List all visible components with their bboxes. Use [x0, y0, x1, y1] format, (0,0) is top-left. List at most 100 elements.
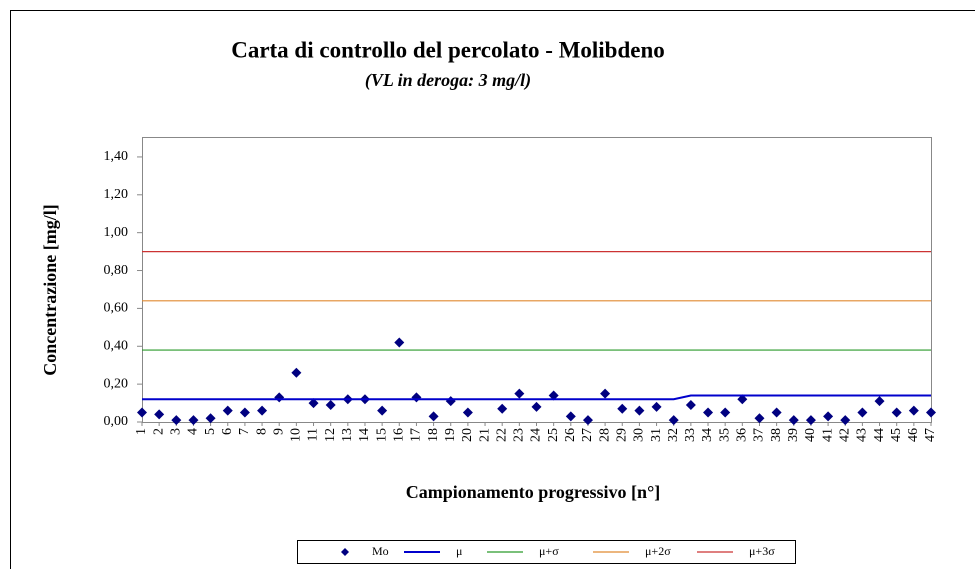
- x-tick-label: 27: [580, 428, 595, 442]
- x-tick-label: 47: [923, 428, 938, 442]
- y-tick-label: 1,40: [104, 149, 129, 164]
- x-tick-label: 42: [837, 428, 852, 442]
- data-point: [582, 415, 593, 426]
- data-point: [188, 415, 199, 426]
- y-tick-label: 1,00: [104, 225, 129, 240]
- chart-title: Carta di controllo del percolato - Molib…: [231, 37, 665, 62]
- x-tick-label: 32: [666, 428, 681, 442]
- data-point: [548, 390, 559, 401]
- data-point: [428, 411, 439, 422]
- data-point: [908, 405, 919, 416]
- x-tick-label: 3: [169, 428, 184, 435]
- x-tick-label: 7: [237, 428, 252, 435]
- x-tick-label: 11: [306, 428, 321, 441]
- x-tick-label: 37: [752, 428, 767, 442]
- y-tick-label: 1,20: [104, 187, 129, 202]
- x-tick-label: 21: [477, 428, 492, 442]
- data-point: [926, 407, 936, 418]
- data-point: [823, 411, 834, 422]
- x-tick-label: 33: [683, 428, 698, 442]
- legend-label: μ+σ: [539, 544, 559, 558]
- x-tick-label: 16: [392, 428, 407, 442]
- x-tick-label: 10: [289, 428, 304, 442]
- x-tick-label: 24: [529, 428, 544, 442]
- chart-subtitle: (VL in deroga: 3 mg/l): [365, 70, 531, 91]
- y-tick-label: 0,40: [104, 338, 129, 353]
- x-tick-label: 31: [649, 428, 664, 442]
- y-tick-label: 0,00: [104, 414, 129, 429]
- x-tick-label: 12: [323, 428, 338, 442]
- data-point: [600, 388, 611, 399]
- data-point: [634, 405, 645, 416]
- x-tick-label: 44: [872, 428, 887, 442]
- data-point: [685, 399, 696, 410]
- data-point: [394, 337, 405, 348]
- x-tick-label: 38: [769, 428, 784, 442]
- x-tick-label: 26: [563, 428, 578, 442]
- y-tick-label: 0,80: [104, 263, 129, 278]
- x-tick-label: 17: [409, 428, 424, 442]
- x-tick-label: 20: [460, 428, 475, 442]
- x-tick-label: 25: [546, 428, 561, 442]
- legend: [297, 540, 796, 564]
- data-point: [497, 403, 508, 414]
- x-tick-label: 30: [632, 428, 647, 442]
- x-tick-label: 45: [889, 428, 904, 442]
- data-point: [617, 403, 628, 414]
- x-tick-label: 41: [820, 428, 835, 442]
- x-tick-label: 14: [357, 428, 372, 442]
- y-axis-title: Concentrazione [mg/l]: [40, 204, 60, 375]
- data-point: [771, 407, 782, 418]
- data-point: [805, 415, 816, 426]
- data-point: [840, 415, 851, 426]
- legend-label: μ+2σ: [645, 544, 671, 558]
- data-point: [377, 405, 388, 416]
- x-tick-label: 28: [597, 428, 612, 442]
- data-point: [205, 413, 216, 424]
- x-tick-label: 23: [512, 428, 527, 442]
- x-tick-label: 36: [735, 428, 750, 442]
- x-tick-label: 46: [906, 428, 921, 442]
- x-tick-label: 18: [426, 428, 441, 442]
- x-tick-label: 43: [855, 428, 870, 442]
- data-point: [137, 407, 147, 418]
- data-point: [308, 398, 319, 409]
- data-point: [531, 401, 542, 412]
- x-tick-label: 9: [271, 428, 286, 435]
- chart-frame: [10, 10, 975, 569]
- data-point: [788, 415, 799, 426]
- data-point: [291, 367, 302, 378]
- x-tick-label: 34: [700, 428, 715, 442]
- data-point: [514, 388, 525, 399]
- y-tick-label: 0,20: [104, 376, 129, 391]
- data-point: [239, 407, 250, 418]
- data-point: [222, 405, 233, 416]
- x-tick-label: 19: [443, 428, 458, 442]
- data-point: [737, 394, 748, 405]
- x-tick-label: 1: [134, 428, 149, 435]
- x-tick-label: 5: [203, 428, 218, 435]
- data-point: [565, 411, 576, 422]
- x-tick-label: 6: [220, 428, 235, 435]
- x-tick-label: 35: [717, 428, 732, 442]
- x-axis-title: Campionamento progressivo [n°]: [406, 482, 661, 502]
- legend-marker: [341, 548, 349, 556]
- data-point: [257, 405, 268, 416]
- x-tick-label: 39: [786, 428, 801, 442]
- data-point: [891, 407, 902, 418]
- x-tick-label: 2: [151, 428, 166, 435]
- data-point: [651, 401, 662, 412]
- data-point: [703, 407, 714, 418]
- x-tick-label: 40: [803, 428, 818, 442]
- data-point: [754, 413, 765, 424]
- data-point: [874, 396, 885, 407]
- x-tick-label: 22: [494, 428, 509, 442]
- x-tick-label: 8: [254, 428, 269, 435]
- data-point: [171, 415, 182, 426]
- data-point: [668, 415, 679, 426]
- data-point: [720, 407, 731, 418]
- series-line: [142, 394, 931, 401]
- data-point: [154, 409, 165, 420]
- legend-label: Mo: [372, 544, 389, 558]
